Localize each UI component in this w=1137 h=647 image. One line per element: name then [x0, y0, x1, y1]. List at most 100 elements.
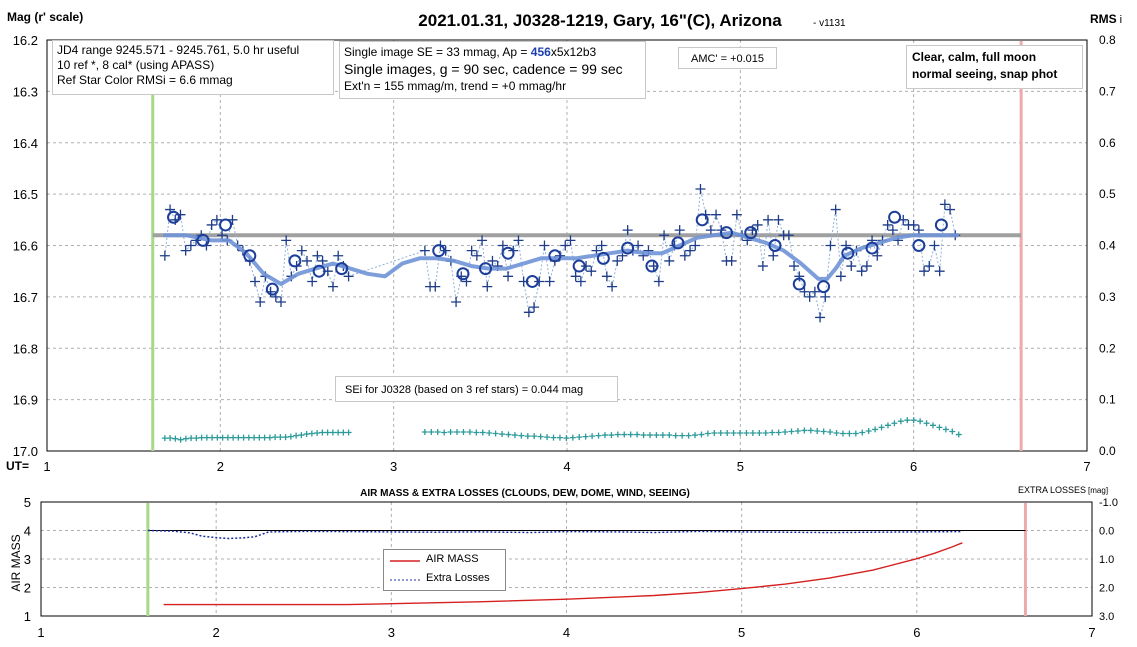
sei-point — [473, 429, 480, 436]
x-tick-label: 4 — [563, 459, 570, 474]
sei-point — [666, 432, 673, 439]
bottom-y-right-tick-label: -1.0 — [1099, 497, 1118, 509]
sei-point — [198, 434, 205, 441]
jd-range-line-1: JD4 range 9245.571 - 9245.761, 5.0 hr us… — [57, 43, 300, 57]
sei-point — [293, 432, 300, 439]
single-image-point — [674, 225, 685, 236]
single-image-point — [939, 199, 950, 210]
bin-average-point — [479, 262, 493, 276]
sei-point — [794, 427, 801, 434]
single-image-point — [607, 281, 618, 292]
single-image-point — [685, 245, 696, 256]
single-image-point — [695, 183, 706, 194]
single-image-point — [919, 266, 930, 277]
y-left-tick-label: 17.0 — [13, 444, 38, 459]
airmass-line — [163, 542, 963, 606]
single-image-point — [882, 219, 893, 230]
single-image-point — [440, 245, 451, 256]
sei-point — [308, 430, 315, 437]
sei-point — [653, 432, 660, 439]
bottom-x-tick-label: 4 — [563, 625, 570, 640]
bin-average-point — [456, 267, 470, 281]
conditions-line-2: normal seeing, snap phot — [912, 67, 1058, 81]
legend-airmass-label: AIR MASS — [426, 553, 479, 565]
sei-point — [324, 429, 331, 436]
sei-point — [608, 432, 615, 439]
chart-version: - v1131 — [813, 18, 846, 29]
sei-point — [245, 434, 252, 441]
sei-point — [563, 435, 570, 442]
single-image-point — [333, 250, 344, 261]
sei-point — [717, 430, 724, 437]
legend-extra-losses-swatch — [390, 579, 420, 581]
sei-point — [188, 435, 195, 442]
y-right-tick-label: 0.0 — [1099, 444, 1116, 458]
single-image-point — [296, 245, 307, 256]
sei-point — [499, 431, 506, 438]
bin-average-point — [525, 274, 539, 288]
sei-point — [161, 435, 168, 442]
sei-point — [479, 429, 486, 436]
sei-point — [428, 428, 435, 435]
single-image-point — [255, 297, 266, 308]
single-image-point — [343, 271, 354, 282]
single-image-point — [482, 281, 493, 292]
single-image-point — [945, 204, 956, 215]
sei-point — [672, 432, 679, 439]
single-image-point — [466, 245, 477, 256]
single-image-point — [705, 225, 716, 236]
bottom-chart-title: AIR MASS & EXTRA LOSSES (CLOUDS, DEW, DO… — [360, 488, 690, 499]
sei-point — [807, 427, 814, 434]
single-image-point — [846, 261, 857, 272]
sei-point — [441, 429, 448, 436]
single-image-point — [544, 276, 555, 287]
single-image-point — [159, 250, 170, 261]
sei-point — [685, 432, 692, 439]
single-image-point — [830, 204, 841, 215]
sei-point — [505, 431, 512, 438]
sei-point — [601, 432, 608, 439]
jd-range-box: JD4 range 9245.571 - 9245.761, 5.0 hr us… — [52, 40, 334, 95]
legend-airmass-swatch — [390, 560, 420, 562]
sei-point — [466, 428, 473, 435]
sei-point — [251, 434, 258, 441]
sei-point — [679, 432, 686, 439]
sei-point — [518, 432, 525, 439]
sei-point — [193, 435, 200, 442]
conditions-line-1: Clear, calm, full moon — [912, 50, 1037, 64]
single-image-point — [804, 291, 815, 302]
bin-average-point — [817, 280, 831, 294]
sei-box: SEi for J0328 (based on 3 ref stars) = 0… — [335, 376, 618, 402]
single-image-point — [690, 240, 701, 251]
sei-point — [314, 430, 321, 437]
bottom-legend: AIR MASS Extra Losses — [383, 549, 506, 591]
sei-point — [646, 432, 653, 439]
sei-point — [167, 435, 174, 442]
single-image-point — [185, 240, 196, 251]
sei-point — [486, 430, 493, 437]
bin-average-point — [695, 213, 709, 227]
single-image-point — [276, 297, 286, 308]
sei-point — [340, 429, 347, 436]
single-image-point — [570, 271, 581, 282]
bottom-x-tick-label: 7 — [1088, 625, 1095, 640]
sei-point — [537, 433, 544, 440]
bin-average-point — [501, 246, 515, 260]
single-image-point — [328, 281, 338, 292]
single-image-point — [872, 250, 883, 261]
sei-point — [711, 430, 718, 437]
sei-point — [852, 430, 859, 437]
sei-point — [230, 434, 237, 441]
x-tick-label: 1 — [43, 459, 50, 474]
sei-point — [801, 427, 808, 434]
bin-average-point — [744, 226, 758, 240]
sei-point — [949, 428, 956, 435]
sei-point — [298, 432, 305, 439]
single-image-point — [497, 240, 508, 251]
sei-point — [177, 436, 184, 443]
single-image-point — [419, 245, 430, 256]
sei-point — [859, 429, 866, 436]
single-image-point — [312, 250, 323, 261]
sei-point — [891, 420, 898, 427]
